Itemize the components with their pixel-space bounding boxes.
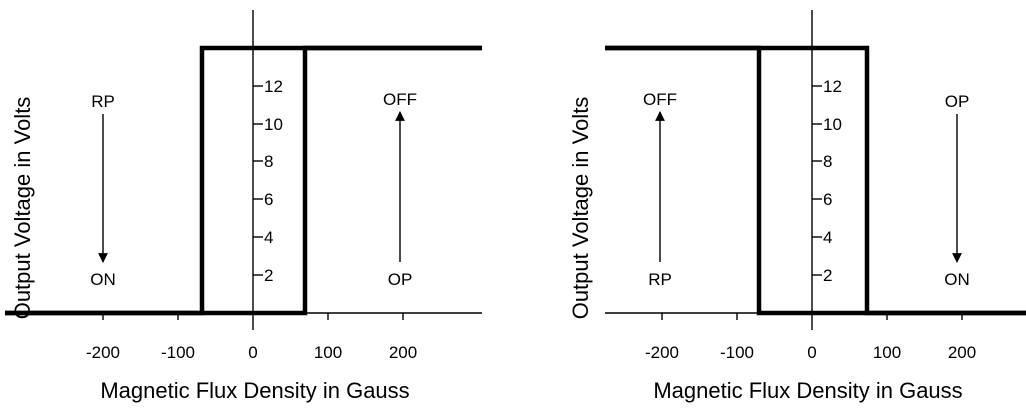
off-label: OFF (643, 90, 677, 109)
x-tick-label: -100 (161, 343, 195, 362)
y-tick-label: 12 (823, 77, 842, 96)
annotation-op-off: OFF OP (383, 90, 417, 289)
x-axis-label-left: Magnetic Flux Density in Gauss (100, 378, 409, 403)
y-tick-label: 10 (264, 115, 283, 134)
y-tick-label: 4 (823, 228, 832, 247)
y-ticks-left: 2 4 6 8 10 12 (253, 77, 283, 285)
x-tick-label: 0 (248, 343, 257, 362)
rp-label: RP (648, 270, 672, 289)
y-tick-label: 8 (264, 152, 273, 171)
y-tick-label: 8 (823, 152, 832, 171)
chart-right: Output Voltage in Volts 2 4 6 8 10 12 -2… (568, 10, 1026, 403)
chart-left: Output Voltage in Volts 2 4 6 8 10 12 -2… (5, 10, 482, 403)
on-label: ON (90, 270, 116, 289)
x-tick-label: 0 (807, 343, 816, 362)
on-label: ON (944, 270, 970, 289)
annotation-rp-off: OFF RP (643, 90, 677, 289)
x-tick-label: 200 (948, 343, 976, 362)
y-tick-label: 6 (823, 190, 832, 209)
x-ticks-left: -200 -100 0 100 200 (86, 313, 417, 362)
y-axis-label-left: Output Voltage in Volts (10, 97, 35, 320)
x-tick-label: 100 (314, 343, 342, 362)
op-label: OP (388, 270, 413, 289)
y-tick-label: 2 (264, 266, 273, 285)
x-tick-label: -200 (645, 343, 679, 362)
x-tick-label: -100 (720, 343, 754, 362)
annotation-rp-on: RP ON (90, 92, 116, 289)
op-label: OP (945, 92, 970, 111)
y-tick-label: 10 (823, 115, 842, 134)
y-tick-label: 12 (264, 77, 283, 96)
y-axis-label-right: Output Voltage in Volts (568, 97, 593, 320)
x-tick-label: 200 (389, 343, 417, 362)
y-tick-label: 6 (264, 190, 273, 209)
x-tick-label: -200 (86, 343, 120, 362)
y-tick-label: 4 (264, 228, 273, 247)
y-tick-label: 2 (823, 266, 832, 285)
rp-label: RP (91, 92, 115, 111)
x-axis-label-right: Magnetic Flux Density in Gauss (653, 378, 962, 403)
x-ticks-right: -200 -100 0 100 200 (645, 313, 976, 362)
x-tick-label: 100 (873, 343, 901, 362)
off-label: OFF (383, 90, 417, 109)
y-ticks-right: 2 4 6 8 10 12 (812, 77, 842, 285)
annotation-op-on: OP ON (944, 92, 970, 289)
